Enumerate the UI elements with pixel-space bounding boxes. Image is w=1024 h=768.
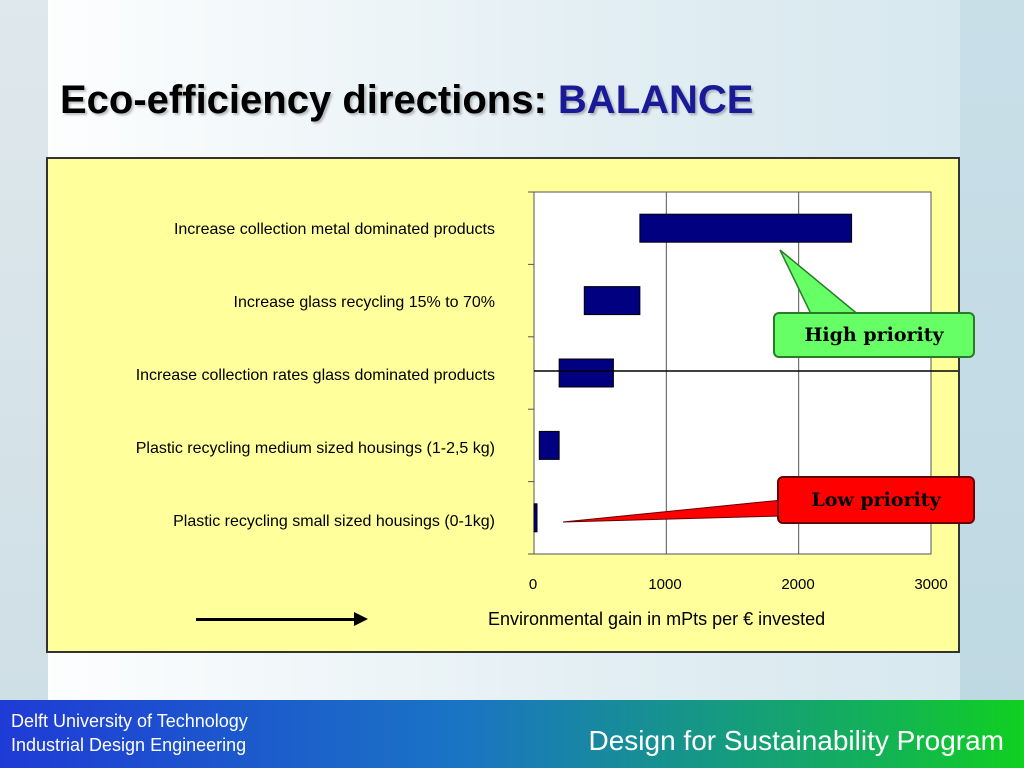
x-tick-label: 3000: [914, 576, 948, 593]
chart-panel: Increase collection metal dominated prod…: [46, 157, 960, 653]
bar-label: Plastic recycling small sized housings (…: [173, 513, 495, 530]
high-priority-callout: High priority: [773, 312, 975, 358]
footer-organization: Delft University of Technology Industria…: [11, 709, 248, 757]
bar: [533, 503, 538, 533]
x-tick-label: 2000: [781, 576, 815, 593]
high-priority-callout-tail: [779, 249, 863, 317]
slide-title-accent: BALANCE: [557, 78, 754, 122]
footer-bar: Delft University of Technology Industria…: [0, 700, 1024, 768]
low-priority-callout: Low priority: [777, 476, 975, 524]
bar-label: Increase glass recycling 15% to 70%: [233, 294, 495, 311]
direction-arrow: [196, 618, 356, 621]
faculty-name: Industrial Design Engineering: [11, 735, 247, 755]
slide-title: Eco-efficiency directions: BALANCE: [60, 78, 753, 123]
x-tick-label: 1000: [648, 576, 682, 593]
low-priority-callout-tail: [562, 499, 783, 523]
slide-title-main: Eco-efficiency directions:: [60, 78, 547, 122]
bar: [538, 430, 560, 460]
bar: [639, 213, 853, 243]
bar: [558, 358, 614, 388]
bar-label: Increase collection metal dominated prod…: [173, 221, 495, 238]
arrow-head-icon: [354, 612, 368, 626]
x-axis-label: Environmental gain in mPts per € investe…: [488, 609, 826, 629]
background-strip-left: [0, 0, 48, 700]
bar-label: Increase collection rates glass dominate…: [135, 367, 495, 384]
bar: [583, 286, 641, 316]
bar-label: Plastic recycling medium sized housings …: [135, 440, 495, 457]
x-tick-label: 0: [528, 576, 538, 593]
program-name: Design for Sustainability Program: [588, 725, 1004, 756]
chart: [528, 191, 958, 555]
university-name: Delft University of Technology: [11, 711, 248, 731]
